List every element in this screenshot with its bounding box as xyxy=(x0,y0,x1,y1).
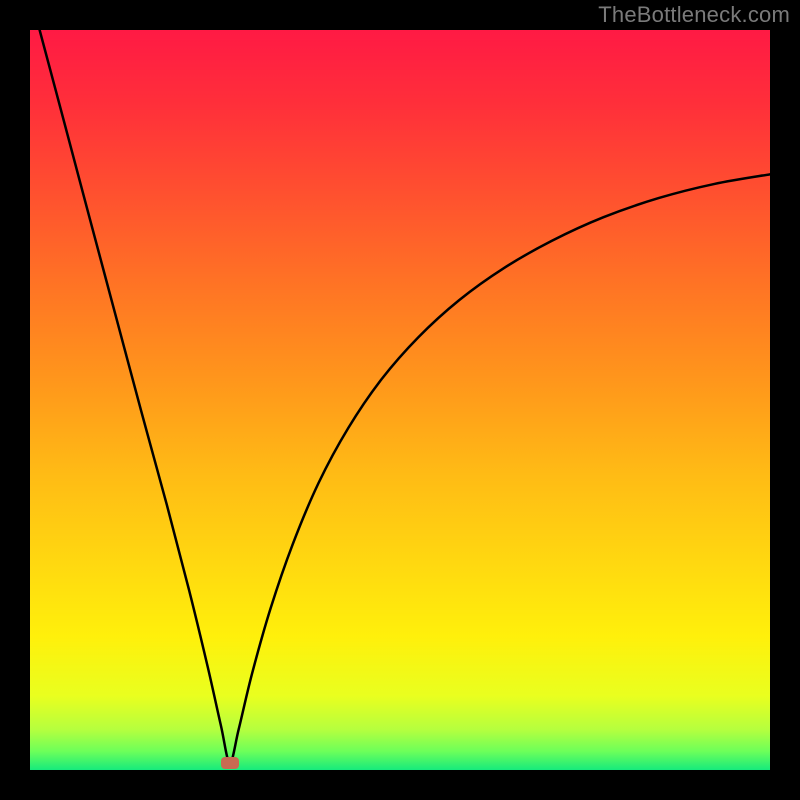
chart-frame: TheBottleneck.com xyxy=(0,0,800,800)
watermark-text: TheBottleneck.com xyxy=(598,2,790,28)
plot-area xyxy=(30,30,770,770)
curve-layer xyxy=(30,30,770,770)
bottleneck-curve xyxy=(40,30,770,763)
minimum-marker xyxy=(221,757,239,769)
